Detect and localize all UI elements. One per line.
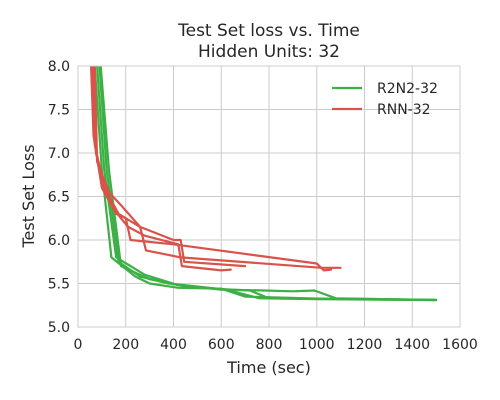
x-tick-label: 600 — [208, 337, 235, 353]
series-line-r2n2-32-run-4 — [99, 66, 438, 302]
series-line-rnn-32-run-4 — [93, 66, 247, 268]
y-tick-label: 8.0 — [48, 59, 70, 75]
chart-subtitle: Hidden Units: 32 — [198, 42, 340, 62]
x-tick-label: 1600 — [442, 337, 478, 353]
x-tick-label: 1000 — [299, 337, 335, 353]
y-tick-label: 5.5 — [48, 277, 70, 293]
y-tick-label: 7.5 — [48, 103, 70, 119]
y-tick-label: 7.0 — [48, 146, 70, 162]
x-axis-label: Time (sec) — [226, 358, 311, 377]
chart-title: Test Set loss vs. Time — [177, 21, 360, 41]
x-tick-label: 400 — [160, 337, 187, 353]
x-tick-label: 800 — [256, 337, 283, 353]
x-axis-ticks: 0 200 400 600 800 1000 1200 1400 1600 — [74, 337, 478, 353]
series-group — [90, 66, 438, 302]
x-tick-label: 1200 — [347, 337, 383, 353]
legend-label: R2N2-32 — [377, 81, 438, 97]
y-axis-ticks: 5.0 5.5 6.0 6.5 7.0 7.5 8.0 — [48, 59, 70, 336]
y-tick-label: 6.0 — [48, 233, 70, 249]
x-tick-label: 200 — [112, 337, 139, 353]
x-tick-label: 1400 — [394, 337, 430, 353]
plot-frame — [77, 65, 461, 328]
y-tick-label: 6.5 — [48, 190, 70, 206]
legend-label: RNN-32 — [377, 102, 431, 118]
legend: R2N2-32 RNN-32 — [332, 81, 438, 118]
y-axis-label: Test Set Loss — [19, 144, 38, 248]
x-tick-label: 0 — [74, 337, 83, 353]
y-tick-label: 5.0 — [48, 320, 70, 336]
